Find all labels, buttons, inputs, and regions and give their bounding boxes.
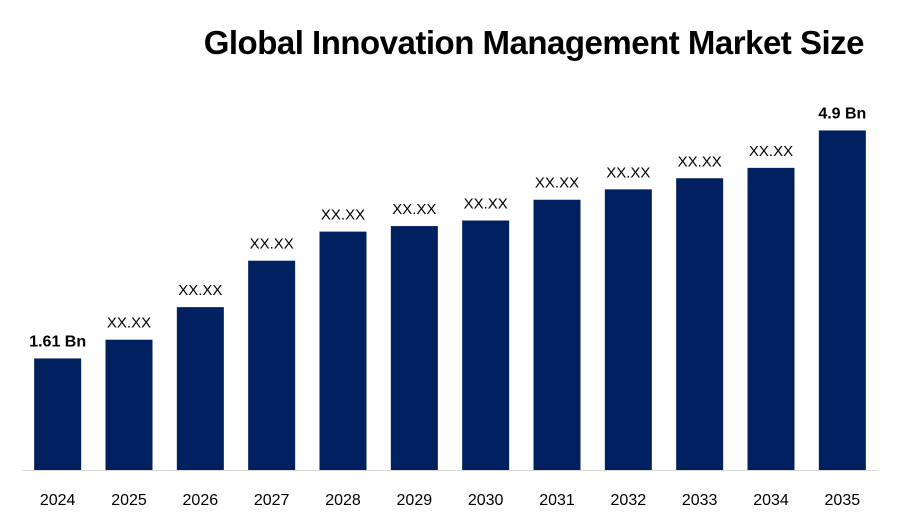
bar-2034 xyxy=(747,167,795,470)
chart-title: Global Innovation Management Market Size xyxy=(203,24,865,61)
data-label-2032: XX.XX xyxy=(606,164,650,181)
data-label-2026: XX.XX xyxy=(178,282,222,299)
bar-2025 xyxy=(105,339,153,470)
bar-2032 xyxy=(604,189,652,470)
bar-2027 xyxy=(248,260,296,470)
x-tick-label-2034: 2034 xyxy=(753,492,789,509)
data-label-2024: 1.61 Bn xyxy=(29,333,86,350)
data-label-2035: 4.9 Bn xyxy=(818,105,866,122)
bar-2024 xyxy=(34,358,82,470)
bar-2029 xyxy=(390,226,438,470)
x-tick-label-2030: 2030 xyxy=(468,492,504,509)
x-tick-label-group: 2024 2025 2026 2027 2028 2029 2030 2031 2032 2033… xyxy=(40,492,860,509)
x-tick-label-2029: 2029 xyxy=(397,492,433,509)
data-label-2029: XX.XX xyxy=(392,201,436,218)
bar-2033 xyxy=(676,178,724,470)
data-label-2028: XX.XX xyxy=(321,207,365,224)
x-tick-label-2027: 2027 xyxy=(254,492,290,509)
x-tick-label-2028: 2028 xyxy=(325,492,361,509)
bar-2031 xyxy=(533,199,581,470)
bar-2026 xyxy=(176,307,224,470)
data-label-2031: XX.XX xyxy=(535,175,579,192)
data-label-2030: XX.XX xyxy=(464,196,508,213)
x-tick-label-2032: 2032 xyxy=(611,492,647,509)
x-tick-label-2024: 2024 xyxy=(40,492,76,509)
bar-2035 xyxy=(818,130,866,470)
x-tick-label-2025: 2025 xyxy=(111,492,147,509)
data-label-2025: XX.XX xyxy=(107,315,151,332)
bar-2028 xyxy=(319,231,367,470)
value-label-group: 1.61 Bn XX.XX XX.XX XX.XX XX.XX XX.XX XX.XX XX.… xyxy=(29,105,866,350)
data-label-2034: XX.XX xyxy=(749,143,793,160)
x-tick-label-2031: 2031 xyxy=(539,492,575,509)
data-label-2033: XX.XX xyxy=(678,153,722,170)
x-tick-label-2026: 2026 xyxy=(183,492,219,509)
x-tick-label-2033: 2033 xyxy=(682,492,718,509)
bar-group xyxy=(34,130,866,470)
bar-2030 xyxy=(462,220,510,470)
data-label-2027: XX.XX xyxy=(250,236,294,253)
x-tick-label-2035: 2035 xyxy=(825,492,861,509)
